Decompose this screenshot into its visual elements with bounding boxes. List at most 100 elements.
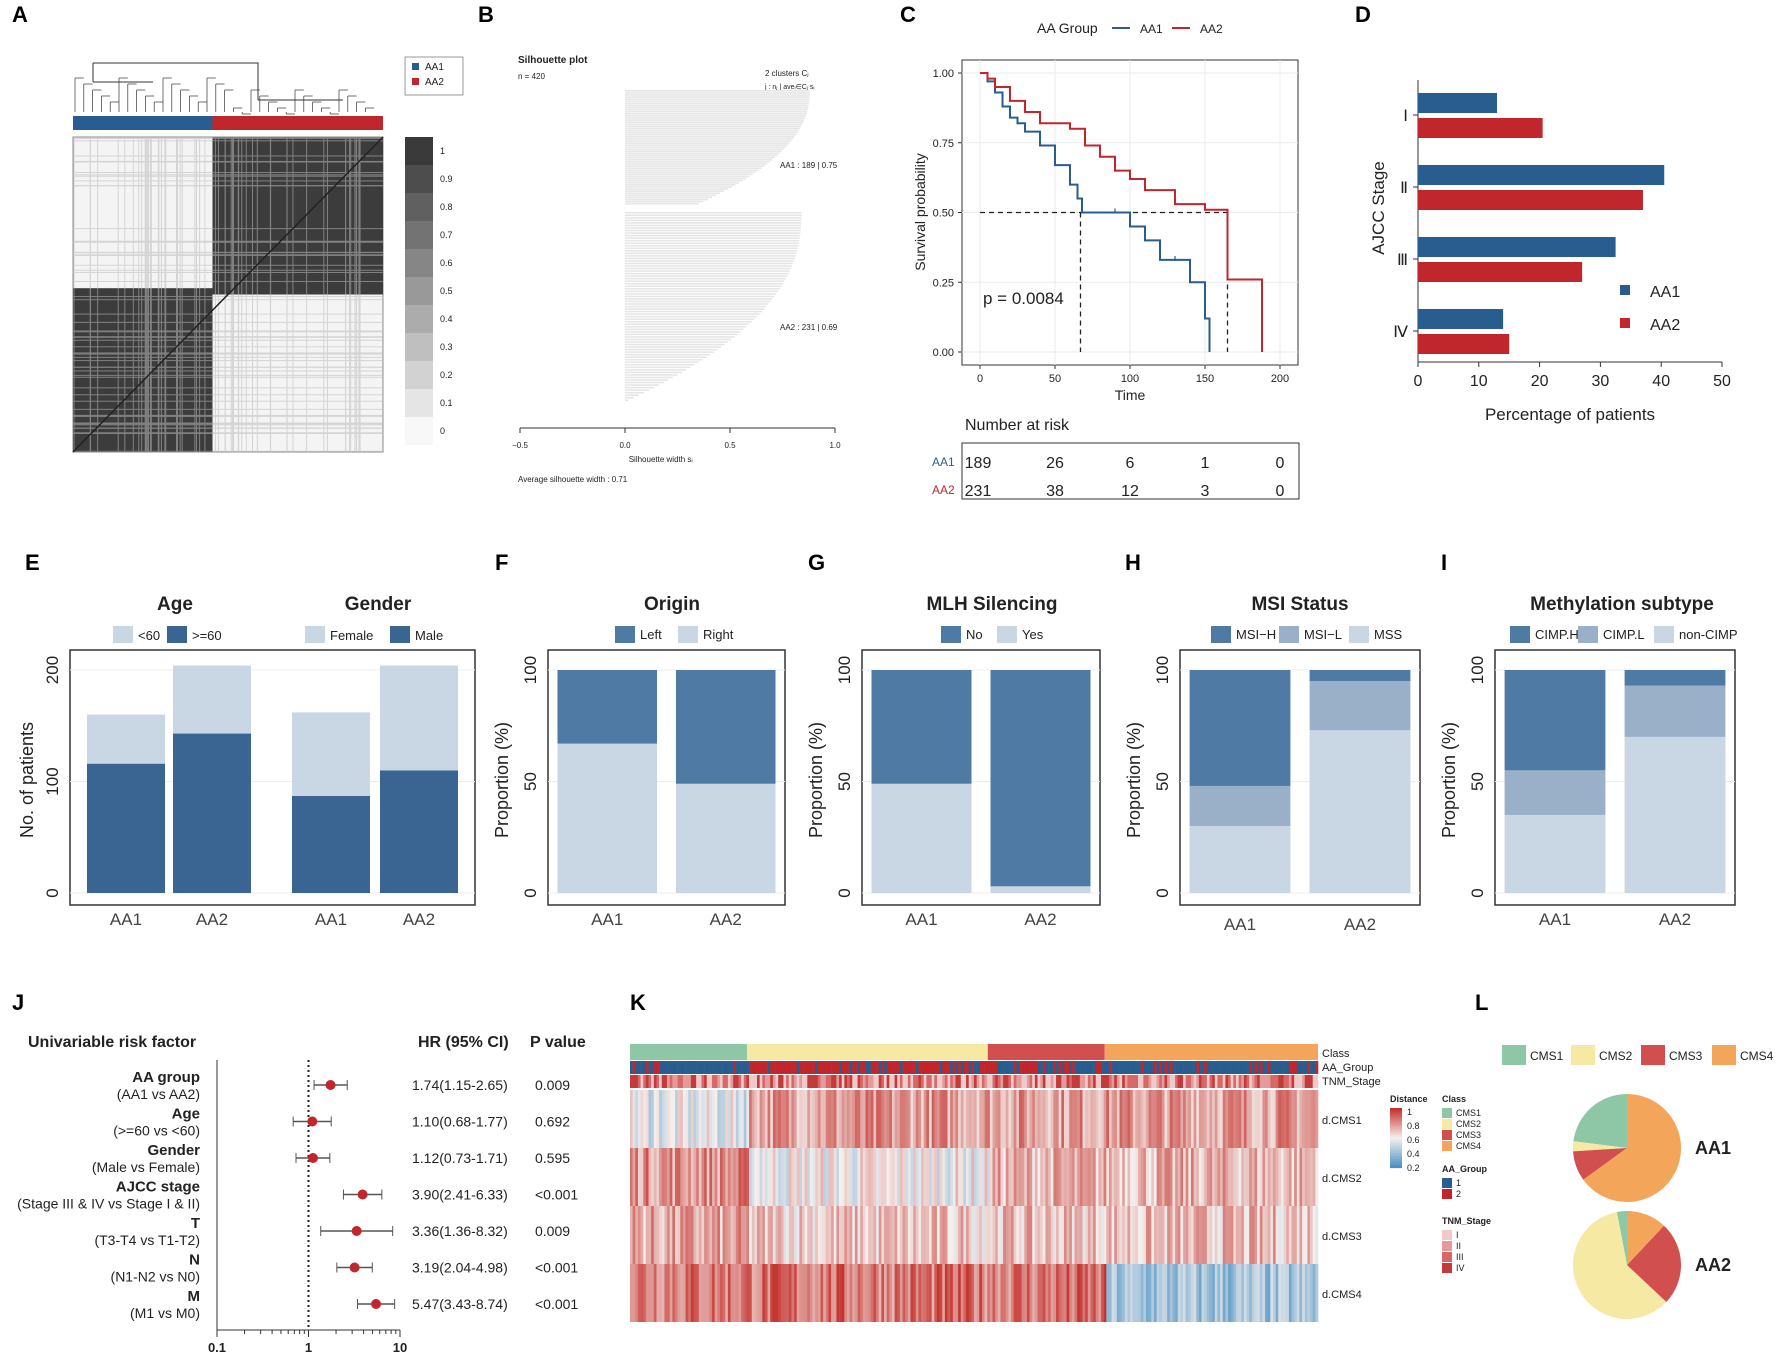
distance-cell xyxy=(968,1264,972,1322)
tnm-annotation-cell xyxy=(788,1075,792,1088)
distance-cell xyxy=(899,1206,903,1264)
distance-cell xyxy=(1124,1206,1128,1264)
distance-cell xyxy=(701,1264,705,1322)
distance-cell xyxy=(1164,1148,1168,1206)
distance-cell xyxy=(643,1090,647,1148)
distance-cell xyxy=(841,1148,845,1206)
silhouette-bar-aa2 xyxy=(625,331,741,333)
distance-cell xyxy=(1159,1206,1163,1264)
tnm-annotation-cell xyxy=(767,1075,771,1088)
stage-bar-aa1 xyxy=(1418,93,1498,113)
forest-point xyxy=(325,1080,336,1090)
silhouette-bar-aa1 xyxy=(625,125,802,128)
silhouette-bar-aa2 xyxy=(625,227,801,229)
distance-cell xyxy=(910,1090,914,1148)
tnm-annotation-cell xyxy=(807,1075,811,1088)
distance-cell xyxy=(1153,1148,1157,1206)
distance-cell xyxy=(1201,1264,1205,1322)
silhouette-bar-aa1 xyxy=(625,169,759,172)
prop-y-tick-label: 50 xyxy=(1468,772,1487,791)
prop-y-label: Proportion (%) xyxy=(1439,722,1459,838)
distance-cell xyxy=(722,1206,726,1264)
distance-cell xyxy=(1013,1090,1017,1148)
distance-cell xyxy=(751,1148,755,1206)
distance-cell xyxy=(939,1206,943,1264)
stage-x-tick-label: 10 xyxy=(1470,373,1488,390)
distance-cell xyxy=(1106,1090,1110,1148)
aa-group-annotation-cell xyxy=(632,1061,636,1074)
distance-cell xyxy=(1167,1148,1171,1206)
forest-hr-text: 3.90(2.41-6.33) xyxy=(412,1187,508,1203)
aa-group-annotation-cell xyxy=(706,1061,710,1074)
distance-cell xyxy=(899,1090,903,1148)
group-legend-title: AA_Group xyxy=(1442,1164,1488,1174)
distance-cell xyxy=(1135,1206,1139,1264)
silhouette-bar-aa1 xyxy=(625,104,809,107)
aa-group-annotation-cell xyxy=(1016,1061,1020,1074)
distance-cell xyxy=(1106,1264,1110,1322)
distance-cell xyxy=(1206,1090,1210,1148)
km-y-label: Survival probability xyxy=(912,153,928,271)
distance-legend-title: Distance xyxy=(1390,1094,1428,1104)
tnm-annotation-cell xyxy=(854,1075,858,1088)
color-scale: 10.90.80.70.60.50.40.30.20.10 xyxy=(405,137,453,445)
tnm-annotation-cell xyxy=(899,1075,903,1088)
tnm-annotation-cell xyxy=(1217,1075,1221,1088)
distance-cell xyxy=(1143,1148,1147,1206)
distance-cell xyxy=(778,1090,782,1148)
distance-cell xyxy=(786,1264,790,1322)
e-bar-top xyxy=(292,712,370,796)
prop-bar-segment xyxy=(557,670,658,744)
distance-cell xyxy=(653,1148,657,1206)
silhouette-bar-aa2 xyxy=(625,389,650,391)
distance-cell xyxy=(1283,1148,1287,1206)
distance-cell xyxy=(677,1264,681,1322)
distance-cell xyxy=(746,1264,750,1322)
aa-group-annotation-cell xyxy=(1225,1061,1229,1074)
silhouette-bar-aa2 xyxy=(625,224,802,227)
distance-cell xyxy=(1185,1090,1189,1148)
distance-cell xyxy=(1122,1090,1126,1148)
distance-cell xyxy=(844,1090,848,1148)
distance-cell xyxy=(1265,1264,1269,1322)
distance-cell xyxy=(1270,1090,1274,1148)
silhouette-bar-aa2 xyxy=(625,234,801,237)
matrix-line xyxy=(350,137,352,452)
distance-cell xyxy=(1066,1148,1070,1206)
tnm-annotation-cell xyxy=(1180,1075,1184,1088)
distance-cell xyxy=(828,1264,832,1322)
distance-cell xyxy=(1273,1090,1276,1148)
aa-group-annotation-cell xyxy=(1042,1061,1046,1074)
distance-cell xyxy=(952,1264,956,1322)
aa-group-annotation-cell xyxy=(839,1061,842,1074)
silhouette-bar-aa2 xyxy=(625,260,794,262)
pie-slice xyxy=(1572,1211,1667,1320)
distance-cell xyxy=(1050,1264,1054,1322)
tnm-annotation-cell xyxy=(1278,1075,1282,1088)
prop-legend-swatch xyxy=(941,626,961,643)
distance-cell xyxy=(839,1148,842,1206)
distance-cell xyxy=(889,1148,893,1206)
distance-cell xyxy=(1045,1090,1049,1148)
tnm-annotation-cell xyxy=(1053,1075,1057,1088)
risk-table-box xyxy=(961,442,1300,500)
aa-group-annotation-cell xyxy=(690,1061,694,1074)
distance-cell xyxy=(1169,1090,1173,1148)
silhouette-bar-aa1 xyxy=(625,202,699,205)
distance-cell xyxy=(1032,1090,1036,1148)
silhouette-n: n = 420 xyxy=(518,72,545,81)
tnm-annotation-cell xyxy=(881,1075,885,1088)
distance-cell xyxy=(783,1148,787,1206)
distance-cell xyxy=(632,1206,636,1264)
distance-cell xyxy=(1262,1206,1266,1264)
distance-cell xyxy=(1111,1206,1115,1264)
silhouette-subheader: j : nⱼ | aveᵢ∈Cⱼ sᵢ xyxy=(764,84,815,91)
distance-cell xyxy=(1243,1206,1247,1264)
distance-cell xyxy=(1151,1206,1155,1264)
distance-cell xyxy=(913,1206,917,1264)
aa-group-annotation-cell xyxy=(1066,1061,1070,1074)
distance-cell xyxy=(960,1148,964,1206)
matrix-line xyxy=(195,137,197,452)
distance-cell xyxy=(719,1264,723,1322)
